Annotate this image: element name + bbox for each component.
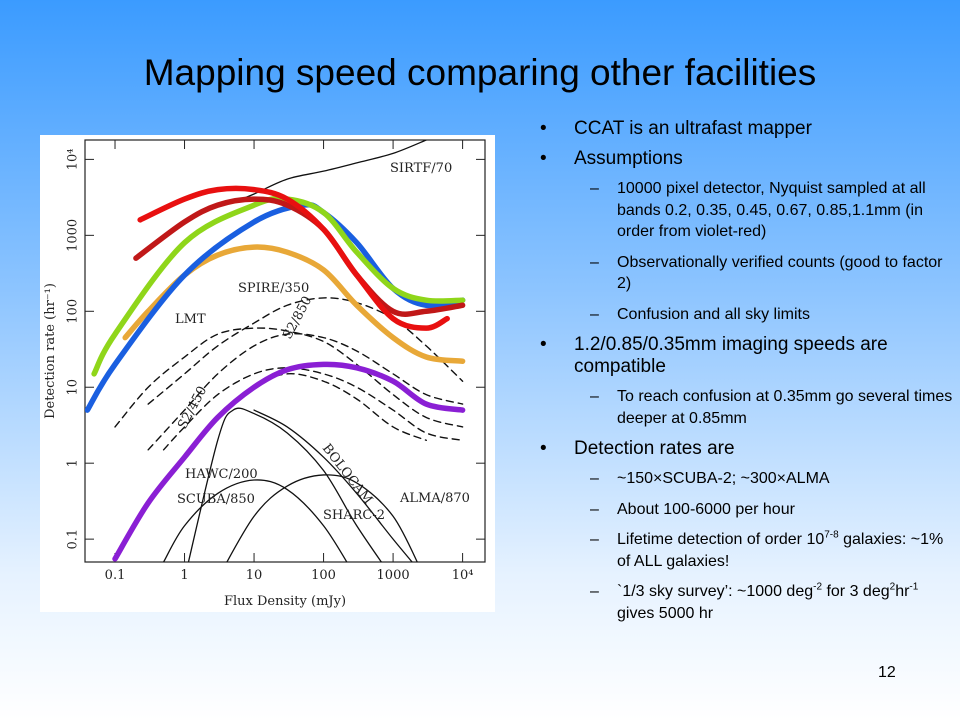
series-line (114, 327, 464, 428)
text-run: gives 5000 hr (617, 604, 714, 622)
sub-bullet: Confusion and all sky limits (590, 304, 957, 326)
series-line (91, 195, 466, 377)
bullet-list: CCAT is an ultrafast mapper Assumptions 10… (540, 118, 952, 633)
superscript: -1 (909, 581, 919, 593)
series-line (226, 474, 418, 562)
y-tick-label: 10 (66, 379, 81, 396)
sub-bullet: Observationally verified counts (good to… (590, 252, 957, 295)
series-line (112, 361, 466, 562)
text-run: hr (895, 583, 910, 600)
plot-frame (84, 139, 486, 563)
series-line (147, 297, 464, 405)
curve-label: SPIRE/350 (238, 281, 309, 296)
text-run: Lifetime detection of order 10 (617, 531, 825, 548)
curve-label: HAWC/200 (185, 467, 258, 482)
sub-list: 10000 pixel detector, Nyquist sampled at… (574, 178, 950, 325)
text-run: Confusion and all sky limits (617, 305, 810, 323)
text-run: To reach confusion at 0.35mm go several … (617, 388, 953, 427)
superscript: -2 (813, 581, 823, 593)
y-tick-label: 1 (66, 459, 81, 467)
sub-bullet: `1/3 sky survey’: ~1000 deg-2 for 3 deg2… (590, 581, 957, 624)
series-line (187, 407, 383, 562)
curve-label: ALMA/870 (399, 491, 470, 506)
x-tick-label: 0.1 (105, 568, 126, 583)
page-number: 12 (878, 664, 896, 681)
x-tick-label: 1 (180, 568, 188, 583)
text-run: for 3 deg (822, 583, 890, 600)
series-line (253, 409, 413, 562)
bullet-text: CCAT is an ultrafast mapper (574, 118, 812, 139)
sub-bullet: Lifetime detection of order 107-8 galaxi… (590, 529, 957, 572)
slide-title: Mapping speed comparing other facilities (143, 52, 817, 93)
series-line (147, 333, 464, 451)
text-run: About 100-6000 per hour (617, 500, 795, 518)
x-axis-label: Flux Density (mJy) (224, 594, 346, 609)
sub-bullet: 10000 pixel detector, Nyquist sampled at… (590, 178, 957, 243)
sub-bullet: ~150×SCUBA-2; ~300×ALMA (590, 468, 957, 490)
series-line (137, 185, 450, 331)
bullet-text: Detection rates are (574, 438, 735, 459)
series-line (162, 479, 348, 562)
y-tick-label: 100 (66, 299, 81, 324)
bullet: CCAT is an ultrafast mapper (540, 118, 950, 140)
y-axis-label: Detection rate (hr⁻¹) (43, 283, 58, 419)
superscript: 7-8 (824, 529, 839, 541)
bullet-text: 1.2/0.85/0.35mm imaging speeds are compa… (574, 334, 888, 377)
text-run: 10000 pixel detector, Nyquist sampled at… (617, 180, 926, 240)
text-run: ~150×SCUBA-2; ~300×ALMA (617, 470, 830, 487)
y-tick-label: 10⁴ (66, 149, 81, 171)
x-tick-label: 1000 (377, 568, 410, 583)
x-tick-label: 10⁴ (452, 568, 474, 583)
curve-label: LMT (175, 312, 206, 327)
text-run: galaxies: ~1% of ALL galaxies! (617, 531, 944, 570)
y-tick-label: 0.1 (66, 529, 81, 550)
series-line (232, 140, 427, 204)
bullet-text: Assumptions (574, 148, 683, 169)
text-run: `1/3 sky survey’: ~1000 deg (617, 583, 814, 600)
superscript: 2 (889, 581, 896, 593)
curve-label: SCUBA/850 (177, 492, 255, 507)
text-run: Observationally verified counts (good to… (617, 253, 943, 293)
sub-list: ~150×SCUBA-2; ~300×ALMA About 100-6000 pe… (574, 468, 950, 624)
sub-list: To reach confusion at 0.35mm go several … (574, 386, 952, 429)
x-tick-label: 10 (246, 568, 263, 583)
curve-label: SHARC-2 (323, 508, 385, 523)
bullet: Assumptions 10000 pixel detector, Nyquist… (540, 148, 950, 325)
series-line (162, 367, 464, 451)
bullet: Detection rates are ~150×SCUBA-2; ~300×AL… (540, 438, 950, 624)
bullet: 1.2/0.85/0.35mm imaging speeds are compa… (540, 334, 952, 429)
x-tick-label: 100 (311, 568, 336, 583)
plot-area (85, 140, 466, 562)
sub-bullet: To reach confusion at 0.35mm go several … (590, 386, 957, 429)
sub-bullet: About 100-6000 per hour (590, 499, 957, 521)
curve-label: SIRTF/70 (390, 161, 452, 176)
y-tick-label: 1000 (66, 219, 81, 252)
